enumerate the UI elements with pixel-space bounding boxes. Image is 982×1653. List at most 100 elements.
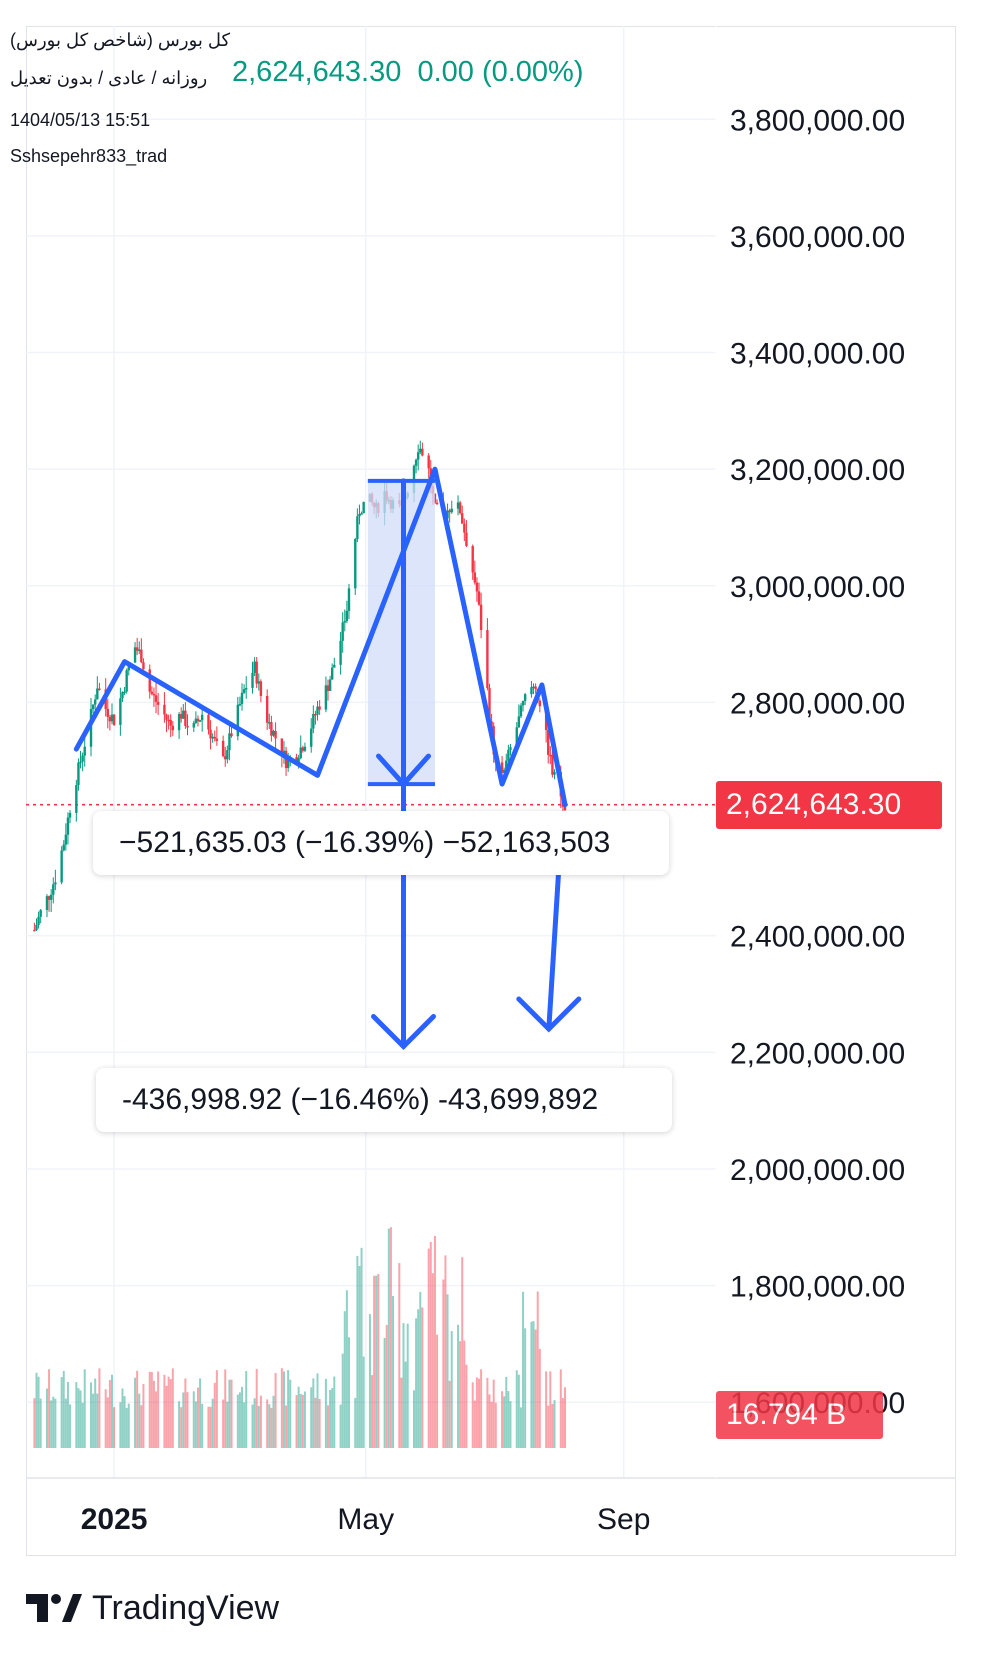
interval-label: روزانه / عادی / بدون تعدیل [10, 68, 208, 88]
volume-bar [241, 1386, 244, 1448]
time-axis-label: 2025 [81, 1503, 148, 1536]
volume-bar [45, 1388, 48, 1448]
price-axis-label: 3,200,000.00 [730, 454, 905, 487]
volume-bar [368, 1314, 371, 1448]
volume-bar [167, 1376, 170, 1448]
candle-body [142, 662, 145, 670]
price-axis-label: 2,000,000.00 [730, 1154, 905, 1187]
candle-body [551, 754, 554, 775]
candle-body [523, 694, 527, 701]
volume-bar [301, 1394, 304, 1448]
volume-bar [383, 1337, 386, 1448]
tradingview-logo-icon [26, 1594, 82, 1622]
candle-body [515, 727, 518, 748]
candle-body [416, 452, 420, 460]
volume-bar [341, 1353, 344, 1448]
candle-body [106, 708, 109, 717]
volume-bar [515, 1370, 518, 1448]
candle-body [272, 730, 275, 736]
candle-body [230, 733, 233, 737]
volume-bar [152, 1380, 155, 1448]
volume-bar [81, 1402, 84, 1448]
candle-body [314, 714, 317, 716]
candle-body [77, 762, 80, 786]
candle-body [530, 687, 533, 695]
candle-body [358, 513, 361, 517]
grid-lines [26, 26, 716, 1478]
volume-bar [201, 1403, 204, 1448]
volume-bar [104, 1389, 107, 1448]
measure-label-top[interactable]: −521,635.03 (−16.39%) −52,163,503 [93, 811, 669, 875]
volume-bar [419, 1291, 422, 1448]
volume-bar [406, 1323, 409, 1448]
volume-bar [138, 1393, 141, 1448]
candle-body [295, 756, 298, 763]
candle-body [165, 714, 168, 720]
candle-body [450, 508, 453, 513]
volume-bar [157, 1371, 160, 1448]
volume-bar [257, 1405, 260, 1448]
candle-body [238, 703, 242, 706]
volume-bar [503, 1396, 506, 1448]
trend-drawing[interactable] [73, 466, 582, 1051]
volume-bar [400, 1377, 403, 1448]
candle-body [37, 916, 40, 925]
candle-body [47, 896, 51, 900]
candle-body [108, 716, 112, 722]
candle-body [62, 844, 65, 851]
volume-bar [356, 1256, 359, 1448]
chart-frame[interactable] [26, 26, 956, 1556]
candle-body [171, 725, 175, 731]
volume-bar [534, 1329, 537, 1448]
time-axis[interactable]: 2025 May Sep [81, 1503, 651, 1536]
candle-body [163, 704, 166, 715]
candle-body [547, 730, 550, 755]
candle-body [534, 686, 537, 689]
candle-body [456, 502, 460, 509]
volume-bar [106, 1397, 109, 1448]
volume-bar [457, 1324, 460, 1448]
volume-bar [415, 1318, 418, 1448]
volume-bar [358, 1265, 361, 1448]
tradingview-brand[interactable]: TradingView [26, 1584, 279, 1632]
volume-bar [259, 1395, 262, 1448]
volume-bar [150, 1372, 153, 1448]
volume-bar [272, 1395, 275, 1448]
candle-body [360, 513, 363, 515]
volume-bar [563, 1387, 566, 1448]
zigzag-pattern [73, 466, 568, 808]
candle-body [519, 705, 523, 717]
candle-body [54, 882, 57, 885]
volume-bar [196, 1387, 199, 1448]
volume-bar [347, 1337, 350, 1448]
volume-bar [37, 1376, 40, 1448]
volume-bar [385, 1324, 388, 1448]
symbol-title[interactable]: کل بورس (شاخص کل بورس) [10, 30, 231, 50]
candle-body [192, 723, 195, 728]
volume-bar [182, 1392, 185, 1448]
volume-bar [163, 1374, 166, 1448]
volume-bar [96, 1393, 99, 1448]
candle-body [228, 733, 231, 751]
candle-body [270, 722, 273, 736]
volume-bar [66, 1381, 69, 1448]
price-axis[interactable]: 3,800,000.00 3,600,000.00 3,400,000.00 3,20… [730, 104, 905, 1420]
candle-body [156, 701, 160, 705]
volume-bar [373, 1275, 376, 1448]
volume-bar [228, 1379, 231, 1448]
price-axis-label: 1,800,000.00 [730, 1271, 905, 1304]
candle-body [435, 502, 439, 505]
candle-body [68, 812, 72, 818]
volume-bar [547, 1405, 550, 1448]
volume-bar [389, 1227, 392, 1448]
candle-body [98, 688, 101, 690]
candle-body [461, 513, 464, 524]
candle-body [123, 691, 126, 694]
volume-bar [60, 1377, 63, 1448]
volume-bar [519, 1407, 522, 1448]
candle-body [242, 689, 246, 693]
measure-label-bottom[interactable]: -436,998.92 (−16.46%) -43,699,892 [96, 1068, 672, 1132]
candle-body [297, 758, 300, 763]
candle-body [517, 716, 521, 728]
